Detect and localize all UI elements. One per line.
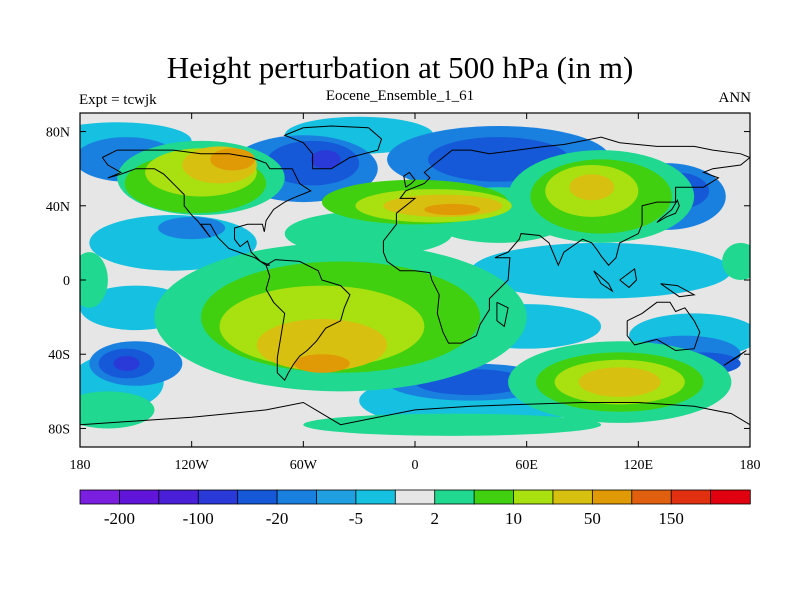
colorbar-swatch bbox=[79, 489, 121, 505]
lat-tick-label: 80S bbox=[48, 422, 70, 437]
colorbar-swatch bbox=[513, 489, 554, 505]
lat-tick-label: 0 bbox=[63, 274, 70, 289]
coastline bbox=[619, 268, 638, 289]
colorbar-swatch bbox=[316, 489, 357, 505]
colorbar-label: 150 bbox=[658, 509, 684, 528]
colorbar-swatch bbox=[670, 489, 712, 505]
coastline bbox=[80, 401, 750, 426]
chart-title: Height perturbation at 500 hPa (in m) bbox=[166, 50, 634, 85]
colorbar: -200 -100 -20 -5 2 10 50 150 bbox=[79, 489, 751, 528]
colorbar-swatch bbox=[119, 489, 160, 505]
colorbar-label: -200 bbox=[104, 509, 135, 528]
colorbar-swatch bbox=[552, 489, 594, 505]
colorbar-label: 10 bbox=[505, 509, 522, 528]
lon-tick-label: 60E bbox=[515, 458, 538, 473]
colorbar-label: 2 bbox=[430, 509, 439, 528]
contour-region-level-8 bbox=[569, 174, 615, 201]
season-label: ANN bbox=[718, 90, 752, 106]
colorbar-swatch bbox=[237, 489, 278, 505]
colorbar-swatch bbox=[631, 489, 672, 505]
contour-region-level-8 bbox=[256, 318, 388, 371]
lon-tick-label: 180 bbox=[70, 458, 91, 473]
contour-region-level-5 bbox=[80, 391, 155, 429]
lat-tick-label: 40N bbox=[46, 200, 70, 215]
lon-tick-label: 0 bbox=[412, 458, 419, 473]
colorbar-swatch bbox=[473, 489, 515, 505]
coastline bbox=[403, 171, 416, 188]
coastline bbox=[265, 259, 351, 382]
lon-tick-label: 60W bbox=[290, 458, 318, 473]
coastline bbox=[593, 270, 614, 293]
coastline bbox=[496, 301, 509, 328]
lat-tick-label: 40S bbox=[48, 348, 70, 363]
contour-region-level-2 bbox=[158, 216, 226, 240]
colorbar-swatch bbox=[158, 489, 199, 505]
coastline-layer bbox=[80, 125, 750, 426]
coastline bbox=[660, 283, 696, 298]
colorbar-swatch bbox=[434, 489, 475, 505]
contour-region-level-4 bbox=[310, 150, 341, 169]
contour-region-level-9 bbox=[424, 203, 481, 216]
contour-region-level-5 bbox=[80, 252, 108, 308]
coastline bbox=[283, 125, 383, 170]
lon-tick-label: 180 bbox=[740, 458, 761, 473]
colorbar-swatch bbox=[355, 489, 396, 505]
colorbar-label: -100 bbox=[183, 509, 214, 528]
experiment-label: Expt = tcwjk bbox=[79, 92, 157, 108]
contour-region-level-8 bbox=[578, 367, 661, 397]
lat-tick-label: 80N bbox=[46, 126, 70, 141]
lon-tick-label: 120E bbox=[624, 458, 654, 473]
contour-region-level-4 bbox=[113, 356, 140, 371]
contour-region-level-9 bbox=[294, 354, 350, 373]
coastline bbox=[101, 149, 312, 266]
contour-region-level-5 bbox=[722, 242, 750, 280]
coastline bbox=[382, 136, 750, 344]
ensemble-label: Eocene_Ensemble_1_61 bbox=[325, 88, 475, 104]
colorbar-swatch bbox=[394, 489, 436, 505]
colorbar-label: -5 bbox=[349, 509, 363, 528]
colorbar-swatch bbox=[276, 489, 318, 505]
colorbar-swatch bbox=[591, 489, 633, 505]
coastline bbox=[656, 199, 680, 223]
coastline bbox=[626, 301, 701, 352]
colorbar-swatch bbox=[197, 489, 239, 505]
colorbar-label: 50 bbox=[584, 509, 601, 528]
axis-layer: 180 120W 60W 0 60E 120E 180 80N 40N 0 40S 80S bbox=[46, 113, 761, 473]
contour-region-level-9 bbox=[210, 148, 255, 171]
contour-region-level-5 bbox=[303, 413, 602, 436]
colorbar-label: -20 bbox=[266, 509, 289, 528]
colorbar-swatch bbox=[710, 489, 751, 505]
lon-tick-label: 120W bbox=[175, 458, 210, 473]
coastline bbox=[723, 350, 747, 366]
